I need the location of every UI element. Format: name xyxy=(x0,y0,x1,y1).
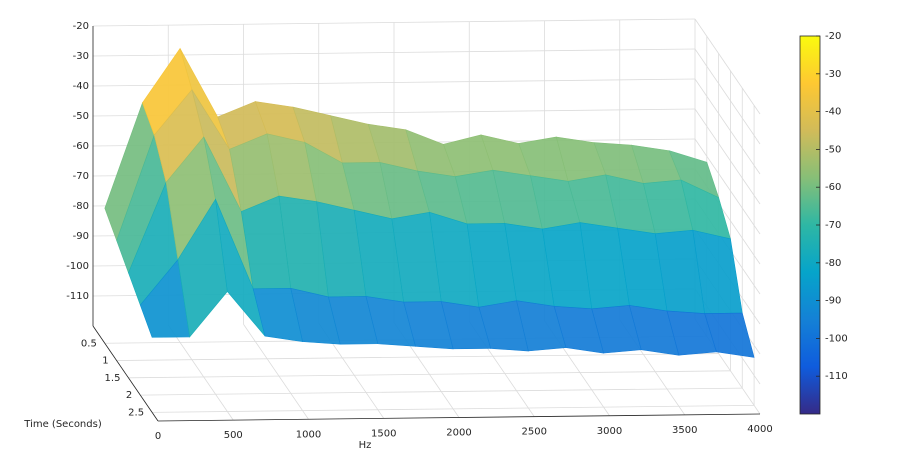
y-tick-label: 2.5 xyxy=(128,407,144,418)
z-grid-line xyxy=(92,48,696,57)
z-tick-label: -90 xyxy=(73,231,89,242)
z-grid-line xyxy=(694,108,761,205)
colorbar-tick-label: -70 xyxy=(825,220,841,231)
z-grid-line xyxy=(694,48,761,145)
z-grid-line xyxy=(92,18,696,27)
colorbar-tick-label: -30 xyxy=(825,69,841,80)
x-tick-label: 500 xyxy=(224,430,243,441)
axis-line xyxy=(92,325,159,422)
colorbar-tick-label: -50 xyxy=(825,144,841,155)
y-tick-label: 1.5 xyxy=(105,373,121,384)
x-grid-line xyxy=(243,324,309,420)
colorbar-tick-label: -110 xyxy=(825,371,848,382)
colorbar-tick-label: -60 xyxy=(825,182,841,193)
x-tick-label: 0 xyxy=(155,431,161,442)
y-tick-label: 1 xyxy=(102,356,108,367)
z-grid-line xyxy=(694,138,761,235)
surface-patch xyxy=(704,312,755,358)
y-grid-line xyxy=(140,387,743,396)
z-tick-label: -70 xyxy=(73,171,89,182)
colorbar-tick-label: -100 xyxy=(825,333,848,344)
z-tick-label: -110 xyxy=(66,291,89,302)
z-tick-label: -50 xyxy=(73,111,89,122)
colorbar-tick-label: -20 xyxy=(825,31,841,42)
axis-line xyxy=(157,413,761,422)
x-tick-label: 2500 xyxy=(522,427,547,438)
x-grid-line xyxy=(167,324,234,421)
y-tick-label: 2 xyxy=(126,390,132,401)
x-tick-label: 3000 xyxy=(597,426,622,437)
y-grid-line xyxy=(152,404,755,413)
y-grid-line xyxy=(116,353,719,361)
z-grid-line xyxy=(694,78,761,175)
z-tick-label: -100 xyxy=(66,261,89,272)
colorbar-tick-label: -40 xyxy=(825,107,841,118)
x-tick-label: 2000 xyxy=(446,428,471,439)
x-axis-label: Hz xyxy=(359,440,372,451)
x-tick-label: 1500 xyxy=(371,428,396,439)
y-grid-line xyxy=(128,370,731,379)
y-axis-label: Time (Seconds) xyxy=(23,419,102,430)
colorbar-tick-label: -80 xyxy=(825,258,841,269)
colorbar-tick-label: -90 xyxy=(825,296,841,307)
z-grid-line xyxy=(694,18,761,115)
z-tick-label: -80 xyxy=(73,201,89,212)
z-tick-label: -60 xyxy=(73,141,89,152)
z-tick-label: -30 xyxy=(73,51,89,62)
y-tick-label: 0.5 xyxy=(81,338,97,349)
z-tick-label: -20 xyxy=(73,21,89,32)
x-tick-label: 1000 xyxy=(296,429,321,440)
surface xyxy=(104,47,755,358)
x-tick-label: 3500 xyxy=(672,425,697,436)
z-tick-label: -40 xyxy=(73,81,89,92)
x-tick-label: 4000 xyxy=(747,424,772,435)
